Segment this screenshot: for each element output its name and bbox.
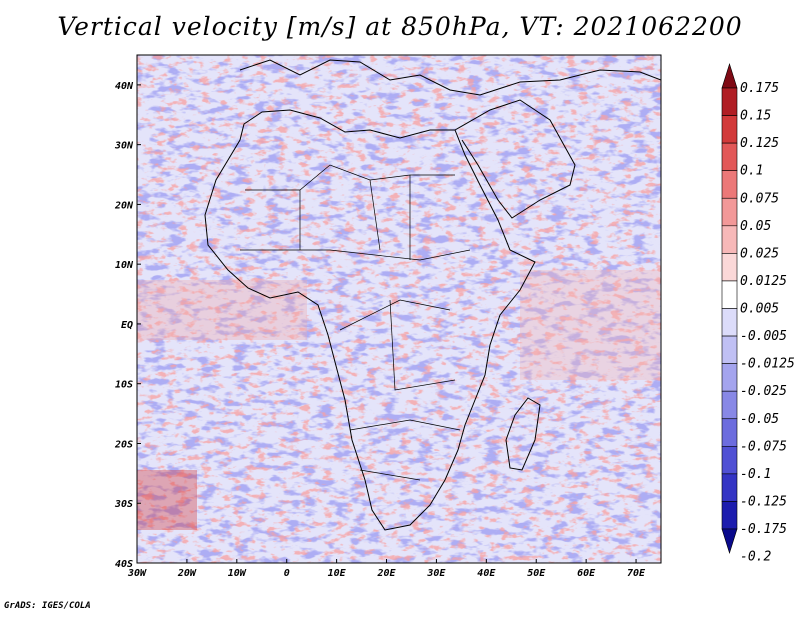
colorbar-swatch: [721, 253, 738, 282]
lon-tick-label: 10E: [328, 568, 347, 579]
lat-tick-label: EQ: [121, 320, 133, 331]
lat-tick-label: 30N: [114, 141, 134, 152]
velocity-field: [137, 55, 661, 563]
colorbar-swatch: [721, 446, 738, 475]
colorbar-swatch: [721, 418, 738, 447]
coastlines: [204, 59, 661, 531]
colorbar-label: -0.05: [740, 412, 779, 427]
colorbar-label: 0.15: [740, 109, 771, 124]
lon-tick-label: 10W: [228, 568, 247, 579]
arabia-coastline: [454, 99, 576, 219]
colorbar-label: -0.175: [740, 522, 787, 537]
lat-tick-label: 20S: [114, 439, 133, 450]
colorbar-swatch: [721, 335, 738, 364]
colorbar-swatch: [721, 115, 738, 144]
longitude-ticks: 30W 20W 10W 0 10E 20E 30E 40E 50E 60E 70E: [127, 559, 646, 579]
lat-tick-label: 20N: [114, 200, 134, 211]
colorbar-label: -0.2: [740, 550, 771, 565]
colorbar-swatch: [721, 390, 738, 420]
lon-tick-label: 60E: [577, 568, 596, 579]
colorbar-swatch: [721, 363, 738, 392]
lat-tick-label: 10S: [115, 380, 133, 391]
colorbar-label: 0.125: [740, 136, 779, 151]
lon-tick-label: 30W: [127, 568, 147, 579]
lon-tick-label: 20E: [376, 568, 396, 579]
colorbar-swatch: [721, 280, 738, 309]
colorbar-label: -0.075: [740, 439, 787, 454]
colorbar-label: -0.1: [740, 467, 771, 482]
colorbar-label: 0.025: [740, 246, 779, 261]
lon-tick-label: 70E: [627, 568, 646, 579]
chart-title: Vertical velocity [m/s] at 850hPa, VT: 2…: [57, 12, 743, 41]
colorbar-swatch: [721, 170, 738, 199]
colorbar-label: -0.125: [740, 494, 787, 509]
lon-tick-label: 50E: [527, 568, 546, 579]
lon-tick-label: 20W: [177, 568, 197, 579]
colorbar-swatch: [721, 62, 738, 89]
colorbar-label: 0.0125: [740, 274, 787, 289]
africa-coastline: [204, 109, 536, 531]
colorbar-swatch: [721, 528, 738, 555]
colorbar-label: -0.005: [740, 329, 787, 344]
colorbar-label: 0.005: [740, 302, 779, 317]
lon-tick-label: 30E: [426, 568, 446, 579]
colorbar-label: 0.1: [740, 164, 763, 179]
lon-tick-label: 40E: [477, 568, 496, 579]
colorbar-swatch: [721, 87, 738, 116]
country-borders: [240, 164, 471, 481]
colorbar-label: -0.025: [740, 384, 787, 399]
colorbar-label: 0.05: [740, 219, 771, 234]
colorbar-label: 0.075: [740, 191, 779, 206]
colorbar-label: 0.175: [740, 81, 779, 96]
colorbar-swatch: [721, 308, 738, 337]
lat-tick-label: 40N: [115, 81, 134, 92]
lat-tick-label: 40S: [115, 559, 133, 570]
latitude-ticks: 40N 30N 20N 10N EQ 10S 20S 30S 40S: [114, 81, 141, 570]
footer-credit: GrADS: IGES/COLA: [4, 601, 91, 611]
lon-tick-label: 0: [284, 568, 290, 579]
lat-tick-label: 30S: [114, 499, 133, 510]
colorbar-swatch: [721, 142, 738, 171]
colorbar-swatch: [721, 501, 738, 530]
colorbar-swatch: [721, 225, 738, 254]
colorbar: 0.175 0.15 0.125 0.1 0.075 0.05 0.025 0.0125 0.0…: [721, 62, 795, 565]
map-frame: [136, 54, 662, 564]
europe-coastline: [239, 59, 661, 96]
colorbar-swatch: [721, 197, 738, 227]
madagascar-coastline: [505, 397, 541, 471]
colorbar-label: -0.0125: [740, 357, 795, 372]
lat-tick-label: 10N: [115, 260, 134, 271]
colorbar-swatch: [721, 473, 738, 502]
